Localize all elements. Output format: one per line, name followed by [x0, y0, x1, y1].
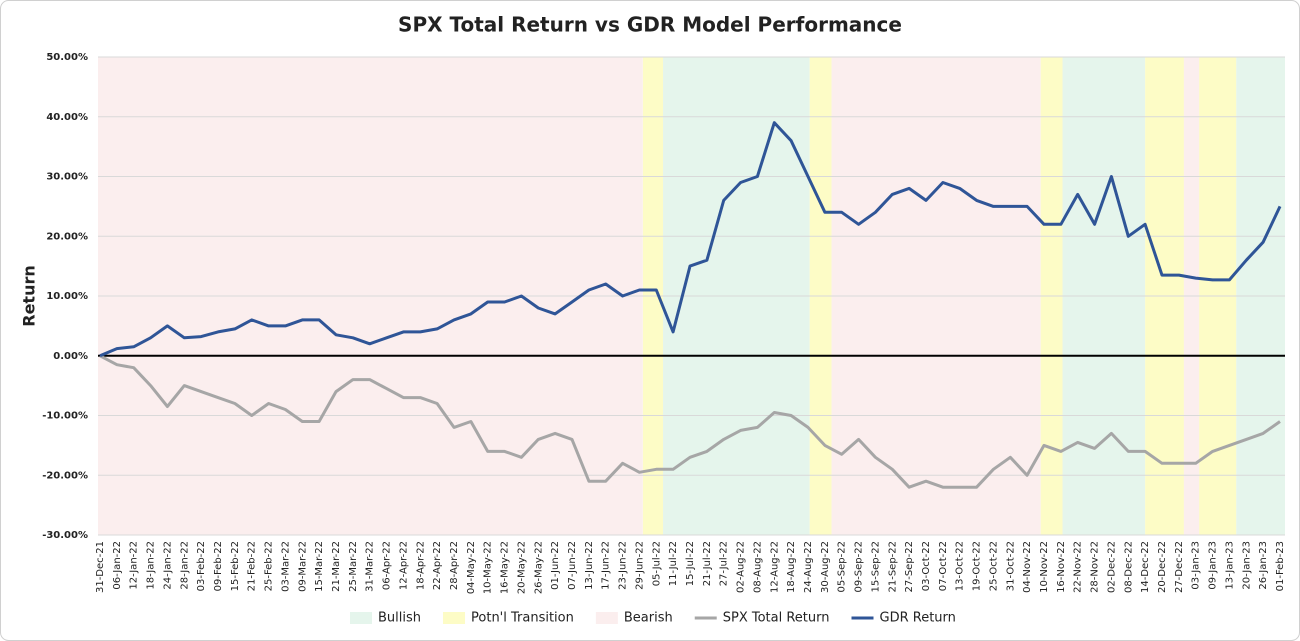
x-tick-label: 21-Sep-22: [887, 541, 898, 593]
x-tick-label: 16-May-22: [500, 541, 511, 594]
x-tick-label: 08-Aug-22: [752, 541, 763, 593]
x-tick-label: 09-Jan-23: [1208, 541, 1219, 590]
x-tick-label: 06-Jan-22: [112, 541, 123, 590]
legend-label: Bullish: [378, 611, 421, 626]
x-tick-label: 07-Jun-22: [567, 541, 578, 590]
y-axis-title: Return: [20, 265, 39, 327]
x-tick-label: 10-May-22: [483, 541, 494, 594]
x-tick-label: 02-Dec-22: [1106, 541, 1117, 593]
x-tick-label: 21-Jul-22: [702, 541, 713, 586]
x-tick-label: 16-Nov-22: [1056, 541, 1067, 593]
x-tick-label: 20-Jan-23: [1241, 541, 1252, 590]
x-tick-label: 09-Feb-22: [213, 541, 224, 591]
y-tick-label: 50.00%: [46, 52, 88, 63]
y-tick-label: 30.00%: [46, 172, 88, 183]
series-line: [99, 354, 1281, 489]
x-tick-label: 26-May-22: [533, 541, 544, 594]
x-tick-label: 03-Mar-22: [280, 541, 291, 592]
legend-swatch: [350, 612, 372, 624]
x-tick-label: 26-Jan-23: [1258, 541, 1269, 590]
x-tick-label: 01-Feb-23: [1275, 541, 1286, 591]
x-tick-label: 20-Dec-22: [1157, 541, 1168, 593]
legend-label: Bearish: [624, 611, 673, 626]
x-tick-label: 18-Aug-22: [786, 541, 797, 593]
x-tick-label: 09-Mar-22: [297, 541, 308, 592]
legend-swatch: [443, 612, 466, 624]
x-tick-label: 31-Dec-21: [95, 541, 106, 593]
x-tick-label: 12-Apr-22: [398, 541, 409, 590]
y-tick-label: -20.00%: [42, 470, 88, 481]
x-tick-label: 05-Jul-22: [651, 541, 662, 586]
x-tick-label: 21-Mar-22: [331, 541, 342, 592]
x-tick-label: 15-Mar-22: [314, 541, 325, 592]
x-tick-label: 27-Dec-22: [1174, 541, 1185, 593]
legend-label: GDR Return: [880, 611, 956, 626]
x-tick-label: 02-Aug-22: [736, 541, 747, 593]
series-line: [99, 121, 1282, 358]
x-tick-label: 18-Jan-22: [146, 541, 157, 590]
x-tick-label: 03-Feb-22: [196, 541, 207, 591]
y-tick-label: 20.00%: [46, 231, 88, 242]
legend-label: Potn'l Transition: [471, 611, 574, 626]
x-tick-label: 25-Oct-22: [988, 541, 999, 591]
x-tick-label: 25-Mar-22: [348, 541, 359, 592]
x-tick-label: 15-Sep-22: [870, 541, 881, 593]
x-tick-label: 07-Oct-22: [938, 541, 949, 591]
chart-title: SPX Total Return vs GDR Model Performanc…: [398, 13, 902, 37]
x-tick-label: 13-Oct-22: [955, 541, 966, 591]
y-tick-label: 40.00%: [46, 112, 88, 123]
x-tick-label: 27-Jul-22: [719, 541, 730, 586]
x-tick-label: 06-Apr-22: [382, 541, 393, 590]
x-tick-label: 12-Jan-22: [129, 541, 140, 590]
x-tick-label: 13-Jun-22: [584, 541, 595, 590]
x-tick-label: 18-Apr-22: [415, 541, 426, 590]
x-tick-label: 13-Jan-23: [1224, 541, 1235, 590]
x-tick-label: 19-Oct-22: [972, 541, 983, 591]
x-tick-label: 22-Nov-22: [1073, 541, 1084, 593]
x-tick-label: 24-Jan-22: [162, 541, 173, 590]
x-tick-label: 03-Jan-23: [1191, 541, 1202, 590]
legend-swatch: [595, 612, 618, 624]
x-tick-label: 31-Oct-22: [1005, 541, 1016, 591]
x-tick-label: 28-Jan-22: [179, 541, 190, 590]
x-tick-label: 20-May-22: [516, 541, 527, 594]
x-tick-label: 01-Jun-22: [550, 541, 561, 590]
legend-label: SPX Total Return: [723, 611, 830, 626]
x-tick-label: 28-Nov-22: [1090, 541, 1101, 593]
y-tick-label: -30.00%: [42, 530, 88, 541]
x-tick-label: 03-Oct-22: [921, 541, 932, 591]
x-tick-label: 23-Jun-22: [618, 541, 629, 590]
x-tick-label: 29-Jun-22: [634, 541, 645, 590]
x-tick-label: 09-Sep-22: [854, 541, 865, 593]
x-tick-label: 05-Sep-22: [837, 541, 848, 593]
x-tick-label: 08-Dec-22: [1123, 541, 1134, 593]
x-tick-label: 25-Feb-22: [264, 541, 275, 591]
x-tick-label: 22-Apr-22: [432, 541, 443, 590]
x-tick-label: 14-Dec-22: [1140, 541, 1151, 593]
x-tick-label: 17-Jun-22: [601, 541, 612, 590]
x-tick-label: 28-Apr-22: [449, 541, 460, 590]
y-tick-label: -10.00%: [42, 411, 88, 422]
x-tick-label: 15-Feb-22: [230, 541, 241, 591]
x-tick-label: 31-Mar-22: [365, 541, 376, 592]
x-tick-label: 04-Nov-22: [1022, 541, 1033, 593]
x-tick-label: 15-Jul-22: [685, 541, 696, 586]
x-tick-label: 11-Jul-22: [668, 541, 679, 586]
x-tick-label: 30-Aug-22: [820, 541, 831, 593]
y-tick-label: 10.00%: [46, 291, 88, 302]
x-tick-label: 12-Aug-22: [769, 541, 780, 593]
x-tick-label: 10-Nov-22: [1039, 541, 1050, 593]
x-tick-label: 27-Sep-22: [904, 541, 915, 593]
x-tick-label: 24-Aug-22: [803, 541, 814, 593]
y-tick-label: 0.00%: [53, 351, 88, 362]
x-tick-label: 04-May-22: [466, 541, 477, 594]
x-tick-label: 21-Feb-22: [247, 541, 258, 591]
